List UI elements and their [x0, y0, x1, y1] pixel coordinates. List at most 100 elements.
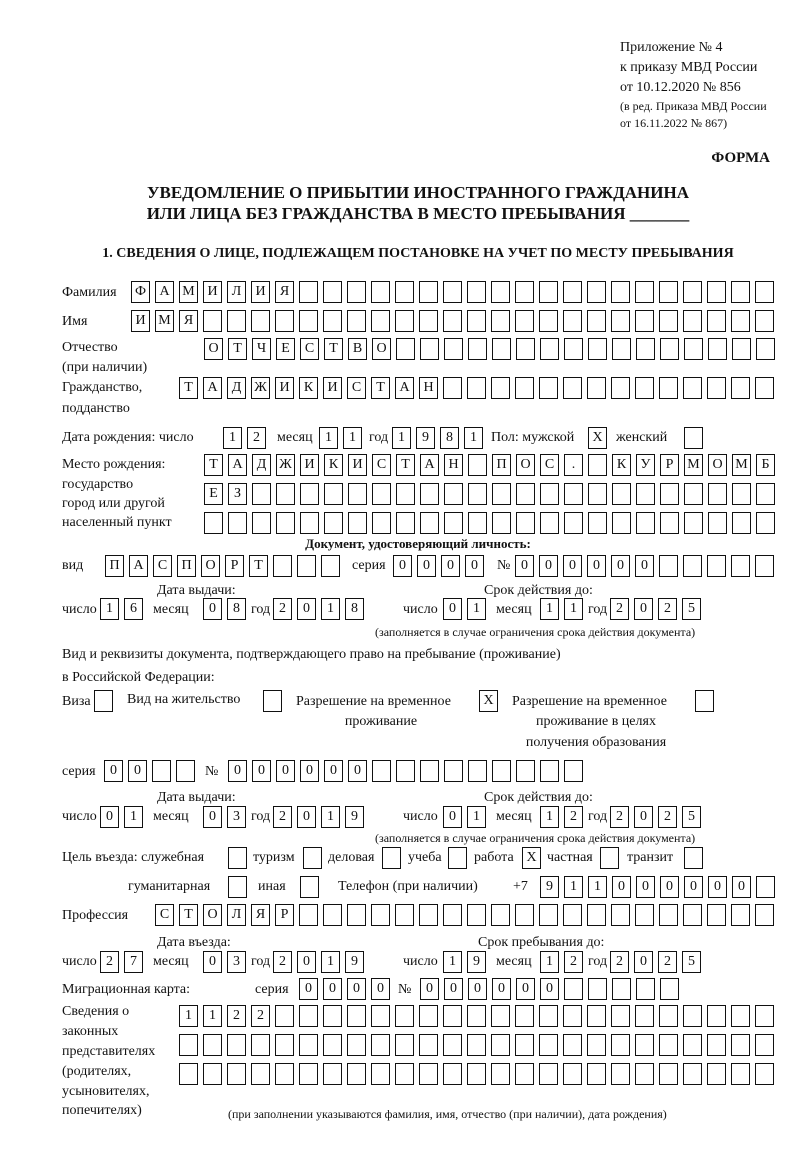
bp1-char-box[interactable]: О: [516, 454, 535, 476]
stay-series-char-box[interactable]: [152, 760, 171, 782]
entry-year-char-box[interactable]: 9: [345, 951, 364, 973]
patronymic-char-box[interactable]: [516, 338, 535, 360]
surname-char-box[interactable]: [491, 281, 510, 303]
name-char-box[interactable]: И: [131, 310, 150, 332]
patronymic-char-box[interactable]: Ч: [252, 338, 271, 360]
surname-char-box[interactable]: [659, 281, 678, 303]
reps2-char-box[interactable]: [587, 1034, 606, 1056]
bp3-char-box[interactable]: [636, 512, 655, 534]
mc-number-char-box[interactable]: [636, 978, 655, 1000]
reps2-char-box[interactable]: [731, 1034, 750, 1056]
reps2-char-box[interactable]: [371, 1034, 390, 1056]
reps1-char-box[interactable]: [371, 1005, 390, 1027]
bp2-char-box[interactable]: [420, 483, 439, 505]
doc-kind-char-box[interactable]: О: [201, 555, 220, 577]
reps3-char-box[interactable]: [539, 1063, 558, 1085]
name-char-box[interactable]: [227, 310, 246, 332]
until-day-char-box[interactable]: 1: [443, 951, 462, 973]
bd-year-char-box[interactable]: 1: [392, 427, 411, 449]
name-char-box[interactable]: [275, 310, 294, 332]
citizenship-char-box[interactable]: С: [347, 377, 366, 399]
surname-char-box[interactable]: Я: [275, 281, 294, 303]
bd-year-char-box[interactable]: 8: [440, 427, 459, 449]
reps3-char-box[interactable]: [251, 1063, 270, 1085]
reps2-char-box[interactable]: [635, 1034, 654, 1056]
reps1-char-box[interactable]: [635, 1005, 654, 1027]
surname-char-box[interactable]: [323, 281, 342, 303]
reps3-char-box[interactable]: [731, 1063, 750, 1085]
citizenship-char-box[interactable]: [491, 377, 510, 399]
phone-char-box[interactable]: 0: [708, 876, 727, 898]
reps3-char-box[interactable]: [395, 1063, 414, 1085]
mc-series-char-box[interactable]: 0: [371, 978, 390, 1000]
entry-day-char-box[interactable]: 7: [124, 951, 143, 973]
reps3-char-box[interactable]: [419, 1063, 438, 1085]
reps1-char-box[interactable]: [515, 1005, 534, 1027]
phone-char-box[interactable]: 0: [732, 876, 751, 898]
citizenship-char-box[interactable]: [587, 377, 606, 399]
citizenship-char-box[interactable]: [539, 377, 558, 399]
bp2-char-box[interactable]: [444, 483, 463, 505]
patronymic-char-box[interactable]: [444, 338, 463, 360]
mc-number-char-box[interactable]: [588, 978, 607, 1000]
reps1-char-box[interactable]: [611, 1005, 630, 1027]
patronymic-char-box[interactable]: [396, 338, 415, 360]
reps2-char-box[interactable]: [395, 1034, 414, 1056]
surname-char-box[interactable]: [755, 281, 774, 303]
mc-series-char-box[interactable]: 0: [299, 978, 318, 1000]
patronymic-char-box[interactable]: [660, 338, 679, 360]
reps3-char-box[interactable]: [467, 1063, 486, 1085]
stay-number-char-box[interactable]: [372, 760, 391, 782]
bp3-char-box[interactable]: [492, 512, 511, 534]
doc-issue-year-char-box[interactable]: 0: [297, 598, 316, 620]
doc-valid-day-char-box[interactable]: 0: [443, 598, 462, 620]
temp-residence-checkbox[interactable]: X: [479, 690, 498, 712]
surname-char-box[interactable]: Л: [227, 281, 246, 303]
sex-female-checkbox[interactable]: [684, 427, 703, 449]
phone-char-box[interactable]: 0: [636, 876, 655, 898]
bp1-char-box[interactable]: О: [708, 454, 727, 476]
bp1-char-box[interactable]: Ж: [276, 454, 295, 476]
doc-valid-year-char-box[interactable]: 5: [682, 598, 701, 620]
stay-issue-year-char-box[interactable]: 9: [345, 806, 364, 828]
profession-char-box[interactable]: [683, 904, 702, 926]
visa-checkbox[interactable]: [94, 690, 113, 712]
name-char-box[interactable]: [611, 310, 630, 332]
name-char-box[interactable]: Я: [179, 310, 198, 332]
reps2-char-box[interactable]: [275, 1034, 294, 1056]
profession-char-box[interactable]: [371, 904, 390, 926]
patronymic-char-box[interactable]: [756, 338, 775, 360]
reps1-char-box[interactable]: [467, 1005, 486, 1027]
sex-male-checkbox[interactable]: X: [588, 427, 607, 449]
phone-char-box[interactable]: 0: [612, 876, 631, 898]
mc-number-char-box[interactable]: [564, 978, 583, 1000]
surname-char-box[interactable]: [419, 281, 438, 303]
reps3-char-box[interactable]: [659, 1063, 678, 1085]
phone-char-box[interactable]: 9: [540, 876, 559, 898]
p-other-checkbox[interactable]: [300, 876, 319, 898]
stay-valid-day-char-box[interactable]: 1: [467, 806, 486, 828]
surname-char-box[interactable]: [587, 281, 606, 303]
bd-day-char-box[interactable]: 1: [223, 427, 242, 449]
p-business-checkbox[interactable]: [382, 847, 401, 869]
bd-year-char-box[interactable]: 9: [416, 427, 435, 449]
phone-char-box[interactable]: [756, 876, 775, 898]
surname-char-box[interactable]: [611, 281, 630, 303]
bd-year-char-box[interactable]: 1: [464, 427, 483, 449]
reps2-char-box[interactable]: [179, 1034, 198, 1056]
profession-char-box[interactable]: Т: [179, 904, 198, 926]
mc-number-char-box[interactable]: 0: [540, 978, 559, 1000]
reps2-char-box[interactable]: [491, 1034, 510, 1056]
doc-issue-year-char-box[interactable]: 8: [345, 598, 364, 620]
profession-char-box[interactable]: [467, 904, 486, 926]
reps1-char-box[interactable]: [443, 1005, 462, 1027]
citizenship-char-box[interactable]: К: [299, 377, 318, 399]
reps2-char-box[interactable]: [299, 1034, 318, 1056]
reps1-char-box[interactable]: [755, 1005, 774, 1027]
doc-issue-month-char-box[interactable]: 8: [227, 598, 246, 620]
bp2-char-box[interactable]: [540, 483, 559, 505]
surname-char-box[interactable]: [515, 281, 534, 303]
doc-valid-year-char-box[interactable]: 0: [634, 598, 653, 620]
doc-issue-month-char-box[interactable]: 0: [203, 598, 222, 620]
name-char-box[interactable]: [299, 310, 318, 332]
